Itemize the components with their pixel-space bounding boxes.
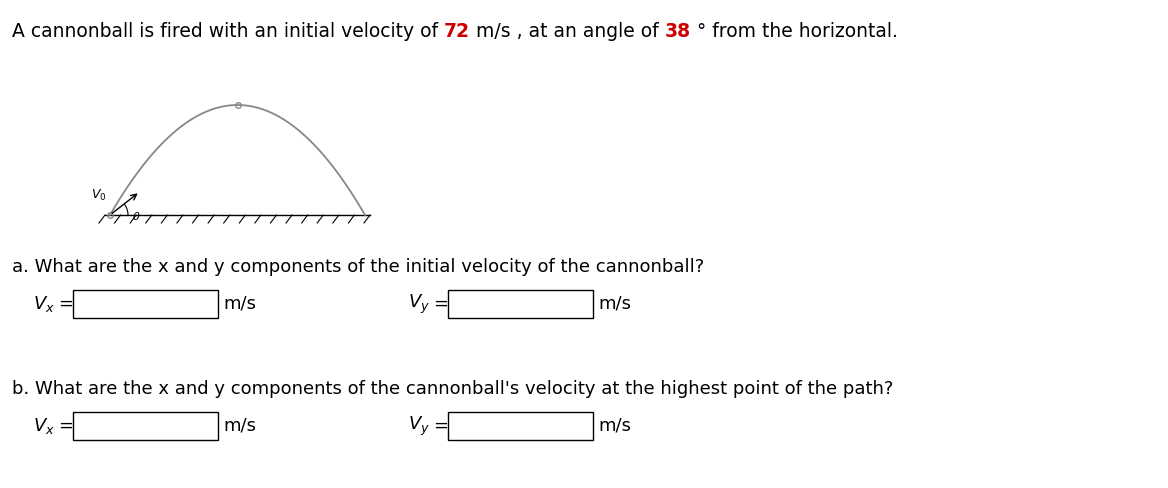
Text: b. What are the x and y components of the cannonball's velocity at the highest p: b. What are the x and y components of th… <box>12 380 894 398</box>
Text: $V_0$: $V_0$ <box>91 188 106 203</box>
Text: $V_y$: $V_y$ <box>408 292 430 316</box>
Text: =: = <box>433 417 449 435</box>
Text: m/s: m/s <box>223 417 256 435</box>
Text: a. What are the x and y components of the initial velocity of the cannonball?: a. What are the x and y components of th… <box>12 258 704 276</box>
Text: 72: 72 <box>444 22 470 41</box>
Text: $V_y$: $V_y$ <box>408 414 430 438</box>
Text: m/s: m/s <box>598 417 631 435</box>
Text: =: = <box>433 295 449 313</box>
Text: $V_x$: $V_x$ <box>33 294 55 314</box>
Text: m/s: m/s <box>223 295 256 313</box>
Bar <box>449 290 593 318</box>
Text: ° from the horizontal.: ° from the horizontal. <box>690 22 898 41</box>
Text: m/s , at an angle of: m/s , at an angle of <box>470 22 665 41</box>
Bar <box>72 412 218 440</box>
Text: 38: 38 <box>665 22 690 41</box>
Text: =: = <box>58 295 72 313</box>
Text: m/s: m/s <box>598 295 631 313</box>
Bar <box>449 412 593 440</box>
Text: A cannonball is fired with an initial velocity of: A cannonball is fired with an initial ve… <box>12 22 444 41</box>
Text: $V_x$: $V_x$ <box>33 416 55 436</box>
Text: $\theta$: $\theta$ <box>132 210 140 222</box>
Bar <box>72 290 218 318</box>
Text: =: = <box>58 417 72 435</box>
